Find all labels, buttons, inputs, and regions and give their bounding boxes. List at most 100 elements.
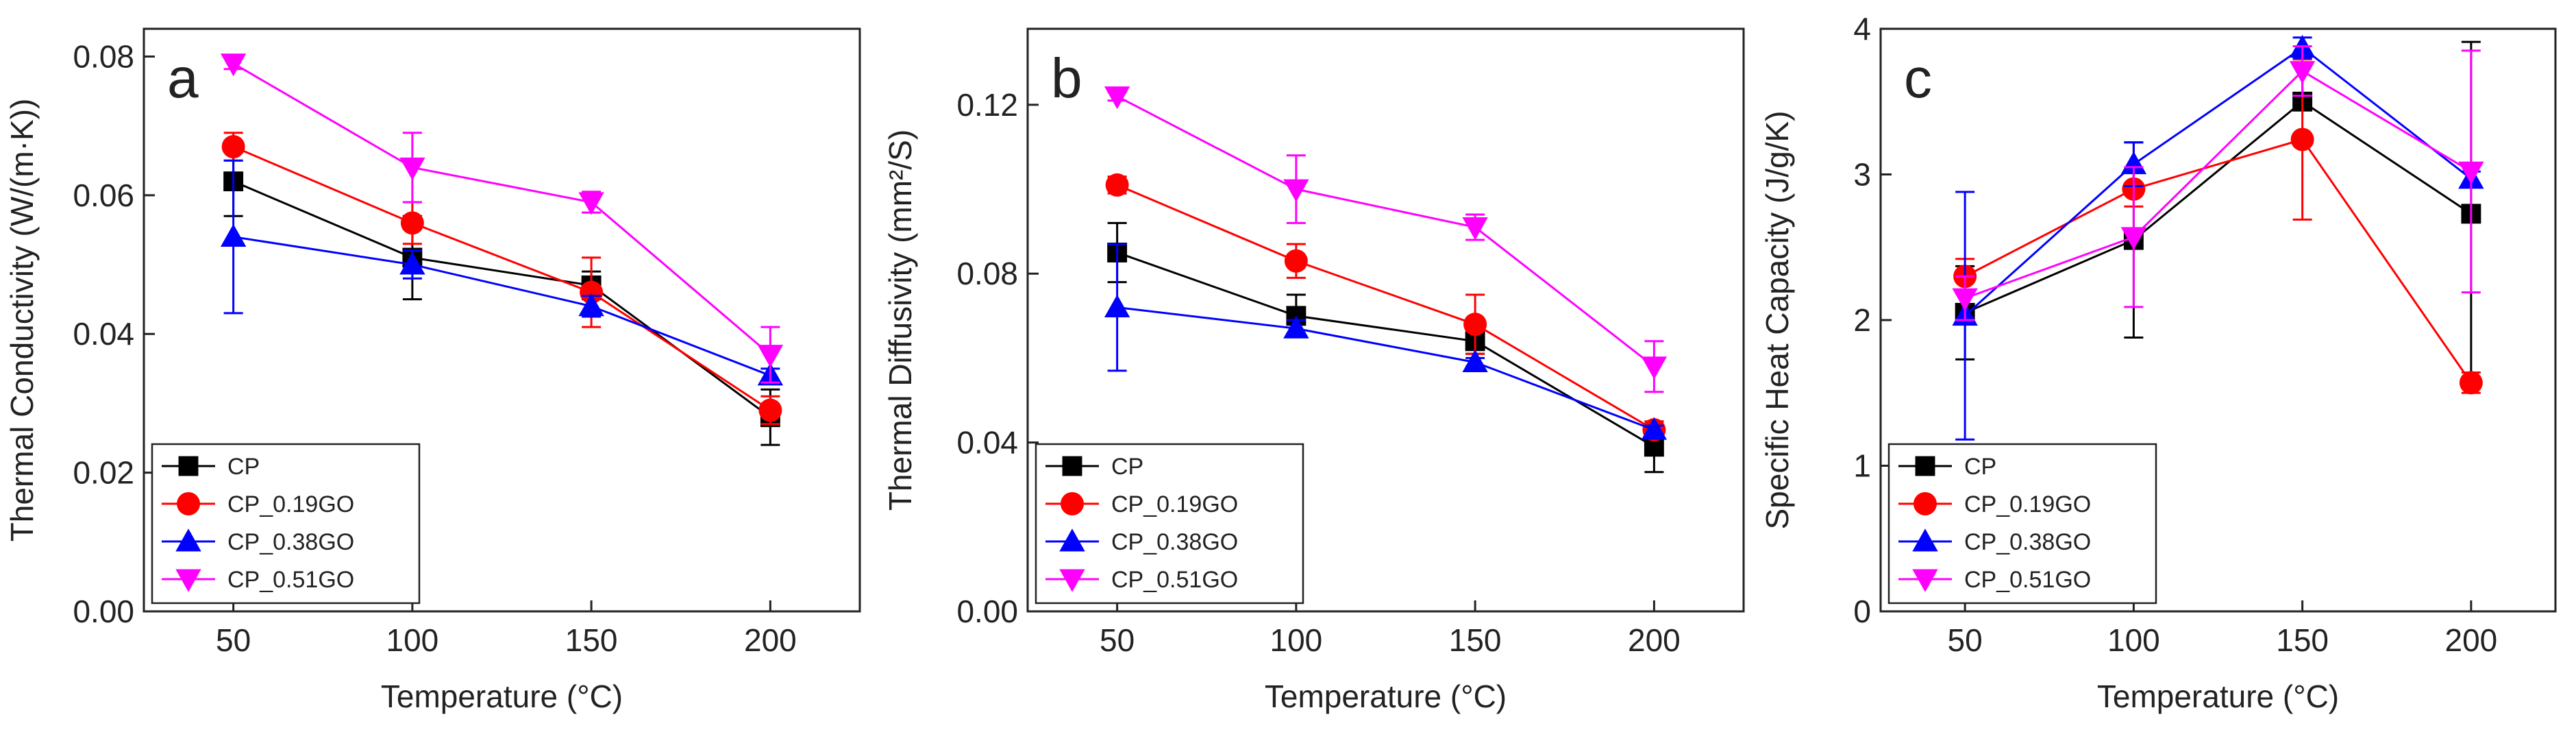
data-point-cp-0-51go (757, 345, 784, 368)
x-tick-label: 150 (2276, 622, 2329, 658)
series-line-cp-0-51go (1116, 95, 1655, 367)
legend-marker (1912, 528, 1938, 552)
legend-item-cp-0-38go: CP_0.38GO (1045, 528, 1238, 555)
legend-label: CP_0.51GO (227, 567, 354, 593)
series-line-cp-0-38go (233, 236, 771, 377)
series-cp (1107, 221, 1664, 474)
data-point-cp-0-38go (399, 252, 425, 275)
data-point-cp-0-19go (2290, 127, 2314, 151)
data-point-cp-0-19go (1284, 249, 1308, 273)
series-cp-0-19go (1953, 58, 2483, 395)
data-point-cp-0-51go (2458, 161, 2484, 184)
series-line-cp (1964, 100, 2472, 314)
data-point-cp-0-51go (399, 157, 425, 181)
x-tick-label: 50 (216, 622, 251, 658)
series-line-cp-0-38go (1117, 306, 1655, 431)
series-cp-0-51go (220, 53, 784, 384)
legend-label: CP (227, 454, 260, 480)
data-point-cp-0-51go (1283, 179, 1309, 202)
y-tick-label: 0.02 (73, 455, 134, 491)
panel-letter: b (1051, 47, 1082, 110)
data-point-cp-0-51go (1462, 217, 1488, 241)
data-point-cp-0-51go (1641, 356, 1668, 380)
y-tick-label: 3 (1853, 157, 1871, 193)
legend-item-cp-0-19go: CP_0.19GO (1898, 491, 2091, 517)
series-line-cp (1117, 252, 1655, 448)
plot-frame (1026, 27, 1745, 613)
series-cp-0-38go (220, 159, 784, 386)
x-tick-label: 200 (1628, 622, 1681, 658)
legend-item-cp-0-38go: CP_0.38GO (1898, 528, 2091, 555)
y-tick-label: 4 (1853, 11, 1871, 47)
legend-marker (1059, 528, 1085, 552)
y-tick-label: 0.04 (956, 425, 1018, 461)
legend-item-cp: CP (1898, 454, 1996, 480)
legend-label: CP_0.51GO (1964, 567, 2091, 593)
series-line-cp-0-19go (233, 145, 771, 411)
legend-marker (177, 492, 200, 515)
legend-marker (1062, 456, 1082, 476)
x-axis-title: Temperature (°C) (381, 679, 623, 714)
legend-item-cp-0-51go: CP_0.51GO (1898, 567, 2091, 593)
series-cp-0-38go (1952, 34, 2484, 441)
data-point-cp-0-19go (580, 280, 604, 304)
data-point-cp-0-38go (1283, 315, 1309, 339)
legend: CP CP_0.19GO CP_0.38GO CP_0.51GO (1887, 443, 2157, 605)
legend-marker (175, 569, 201, 592)
series-line-cp-0-51go (1964, 69, 2472, 300)
legend-marker (1912, 569, 1938, 592)
y-tick-label: 0.08 (956, 256, 1018, 291)
legend-label: CP_0.19GO (1964, 491, 2091, 517)
data-point-cp-0-51go (578, 192, 604, 215)
data-point-cp-0-19go (2459, 371, 2483, 395)
series-line-cp-0-19go (1964, 138, 2473, 384)
y-tick-label: 0.00 (73, 594, 134, 629)
y-tick-label: 0.06 (73, 178, 134, 213)
panel-c: 50 100 150 200 0 1 2 3 4 Temperature (°C) Specific… (1759, 11, 2557, 714)
data-point-cp-0-38go (1104, 294, 1130, 317)
series-cp-0-19go (221, 132, 782, 426)
data-point-cp-0-38go (1641, 417, 1668, 440)
data-point-cp-0-19go (758, 398, 782, 422)
legend-label: CP_0.19GO (227, 491, 354, 517)
panel-letter: c (1904, 47, 1932, 110)
plot-frame (143, 27, 861, 613)
y-tick-label: 0.08 (73, 38, 134, 74)
legend-item-cp: CP (162, 454, 260, 480)
y-tick-label: 0.04 (73, 316, 134, 352)
panel-b: 50 100 150 200 0.00 0.04 0.08 0.12 Temperature (… (882, 27, 1745, 714)
data-point-cp-0-19go (221, 135, 245, 159)
series-cp (223, 145, 780, 446)
legend-item-cp-0-51go: CP_0.51GO (1045, 567, 1238, 593)
legend-label: CP_0.38GO (1964, 529, 2091, 555)
legend-marker (178, 456, 199, 476)
legend-label: CP_0.51GO (1111, 567, 1238, 593)
panel-letter: a (167, 47, 199, 110)
x-tick-label: 150 (1449, 622, 1502, 658)
y-tick-label: 0.00 (956, 594, 1018, 629)
data-point-cp-0-51go (2289, 61, 2316, 84)
series-line-cp-0-19go (1117, 184, 1655, 431)
y-tick-label: 1 (1853, 448, 1871, 484)
x-tick-label: 50 (1100, 622, 1135, 658)
data-point-cp-0-51go (1952, 288, 1978, 311)
legend-label: CP_0.38GO (1111, 529, 1238, 555)
legend-marker (1059, 569, 1085, 592)
legend-label: CP (1964, 454, 1996, 480)
series-cp-0-51go (1104, 86, 1668, 393)
series-cp-0-19go (1105, 173, 1666, 442)
legend-label: CP_0.19GO (1111, 491, 1238, 517)
data-point-cp-0-38go (578, 293, 604, 317)
data-point-cp-0-19go (1463, 313, 1487, 337)
data-point-cp-0-51go (1104, 86, 1130, 110)
x-tick-label: 50 (1948, 622, 1983, 658)
legend-marker (1915, 456, 1935, 476)
legend-item-cp-0-19go: CP_0.19GO (162, 491, 354, 517)
data-point-cp-0-38go (2120, 151, 2147, 175)
data-point-cp-0-19go (1105, 173, 1129, 197)
series-line-cp-0-51go (232, 62, 771, 356)
panel-a: 50 100 150 200 0.00 0.02 0.04 0.06 0.08 Temperatu… (4, 27, 861, 714)
legend-label: CP (1111, 454, 1143, 480)
data-point-cp-0-38go (220, 223, 247, 247)
